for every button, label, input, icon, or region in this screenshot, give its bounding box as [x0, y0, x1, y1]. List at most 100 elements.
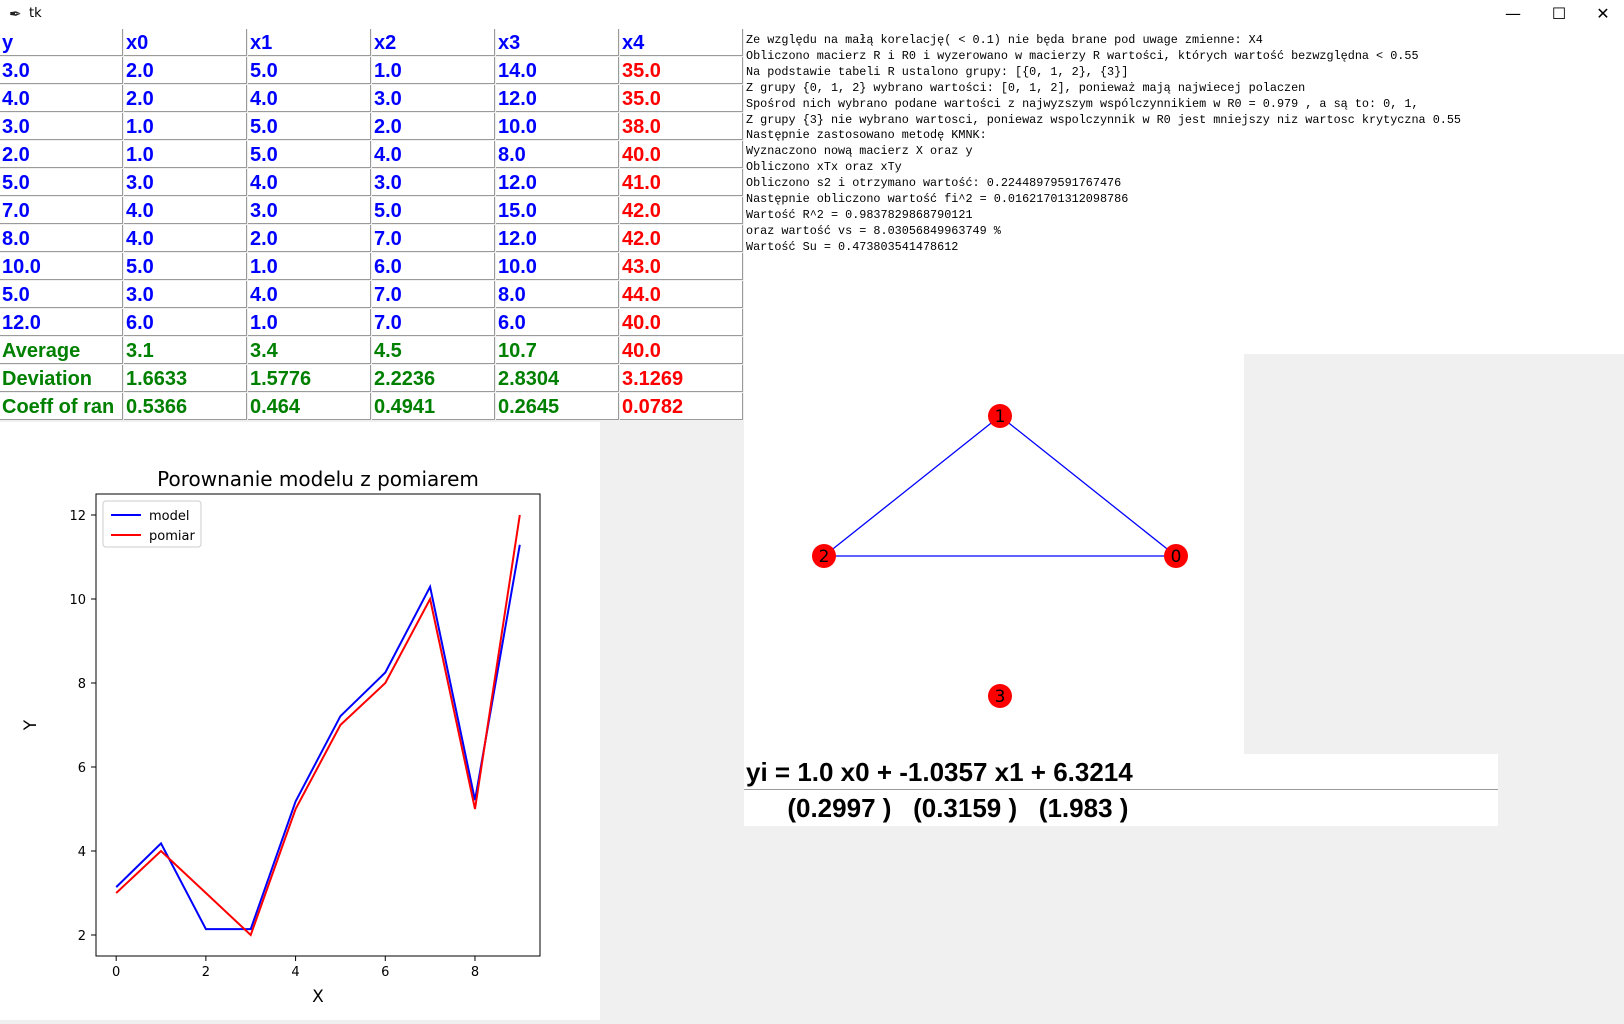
graph-node-label: 2	[819, 547, 830, 567]
table-cell: 35.0	[620, 57, 743, 84]
table-cell: 6.0	[124, 309, 247, 336]
x-tick-label: 2	[202, 965, 210, 980]
table-cell: 5.0	[248, 141, 371, 168]
table-cell: 5.0	[372, 197, 495, 224]
table-cell: 3.0	[372, 85, 495, 112]
plot-frame	[95, 493, 541, 957]
table-cell: Average	[0, 337, 123, 364]
graph-node	[988, 684, 1012, 708]
close-button[interactable]: ✕	[1596, 4, 1610, 23]
table-cell: 2.0	[124, 57, 247, 84]
regression-equation: yi = 1.0 x0 + -1.0357 x1 + 6.3214	[744, 754, 1498, 790]
log-line: Ze względu na małą korelację( < 0.1) nie…	[746, 33, 1263, 47]
log-line: Następnie zastosowano metodę KMNK:	[746, 128, 987, 143]
table-cell: 41.0	[620, 169, 743, 196]
table-cell: 4.0	[124, 197, 247, 224]
graph-edge	[823, 415, 1001, 557]
y-tick-label: 4	[78, 845, 86, 860]
table-cell: 10.0	[496, 113, 619, 140]
column-header: x0	[124, 29, 247, 56]
table-cell: 1.5776	[248, 365, 371, 392]
table-cell: 1.0	[248, 253, 371, 280]
table-cell: 0.2645	[496, 393, 619, 420]
y-tick-label: 12	[69, 509, 86, 524]
column-header: x3	[496, 29, 619, 56]
log-line: Z grupy {3} nie wybrano wartosci, poniew…	[746, 112, 1462, 127]
log-line: Obliczono macierz R i R0 i wyzerowano w …	[746, 48, 1419, 63]
table-cell: 3.1269	[620, 365, 743, 392]
graph-node	[988, 404, 1012, 428]
table-cell: 43.0	[620, 253, 743, 280]
table-cell: 7.0	[0, 197, 123, 224]
legend-label: pomiar	[149, 529, 195, 544]
table-cell: 0.464	[248, 393, 371, 420]
table-cell: 5.0	[0, 281, 123, 308]
table-cell: 14.0	[496, 57, 619, 84]
table-cell: 10.7	[496, 337, 619, 364]
table-cell: 3.0	[372, 169, 495, 196]
table-cell: 4.0	[0, 85, 123, 112]
y-tick-label: 2	[78, 929, 86, 944]
table-cell: 12.0	[496, 225, 619, 252]
table-row: 5.0 3.0 4.0 7.0 8.0 44.0	[0, 281, 744, 309]
graph-node	[1164, 544, 1188, 568]
table-cell: 3.0	[0, 113, 123, 140]
table-cell: 3.0	[248, 197, 371, 224]
table-cell: 0.4941	[372, 393, 495, 420]
column-header: x2	[372, 29, 495, 56]
table-cell: 3.0	[124, 169, 247, 196]
log-line: Spośrod nich wybrano podane wartości z n…	[746, 96, 1419, 111]
table-row: 10.0 5.0 1.0 6.0 10.0 43.0	[0, 253, 744, 281]
x-tick-label: 0	[112, 965, 120, 980]
minimize-button[interactable]: —	[1505, 4, 1521, 23]
table-cell: 7.0	[372, 225, 495, 252]
graph-edge	[999, 415, 1177, 557]
table-cell: 1.0	[372, 57, 495, 84]
table-cell: 4.0	[248, 281, 371, 308]
table-cell: 5.0	[248, 113, 371, 140]
log-line: Obliczono s2 i otrzymano wartość: 0.2244…	[746, 176, 1122, 191]
log-line: Następnie obliczono wartość fi^2 = 0.016…	[746, 192, 1129, 206]
table-cell: 42.0	[620, 225, 743, 252]
graph-node-label: 3	[995, 687, 1006, 707]
table-cell: 40.0	[620, 337, 743, 364]
table-cell: 3.4	[248, 337, 371, 364]
table-cell: 2.2236	[372, 365, 495, 392]
table-cell: 8.0	[0, 225, 123, 252]
table-cell: 1.0	[124, 113, 247, 140]
feather-icon: ✒	[9, 5, 22, 23]
table-cell: 1.0	[248, 309, 371, 336]
chart-panel: Porownanie modelu z pomiarem 0 2 4 6 8 2 4 6 8 10 1…	[0, 422, 600, 1020]
log-line: Na podstawie tabeli R ustalono grupy: [{…	[746, 64, 1129, 79]
table-cell: 6.0	[372, 253, 495, 280]
table-cell: 5.0	[124, 253, 247, 280]
graph-node	[812, 544, 836, 568]
chart-title: Porownanie modelu z pomiarem	[157, 467, 479, 491]
table-cell: 2.0	[372, 113, 495, 140]
window-title: tk	[29, 6, 42, 21]
log-line: Z grupy {0, 1, 2} wybrano wartości: [0, …	[746, 80, 1306, 95]
standard-errors: (0.2997 ) (0.3159 ) (1.983 )	[744, 793, 1129, 823]
log-line: Obliczono xTx oraz xTy	[746, 160, 902, 175]
table-cell: 0.5366	[124, 393, 247, 420]
table-cell: 10.0	[496, 253, 619, 280]
table-cell: 42.0	[620, 197, 743, 224]
table-cell: 8.0	[496, 141, 619, 168]
table-cell: 0.0782	[620, 393, 743, 420]
maximize-button[interactable]: ☐	[1551, 4, 1567, 23]
table-row: 3.0 2.0 5.0 1.0 14.0 35.0	[0, 57, 744, 85]
table-cell: 44.0	[620, 281, 743, 308]
stats-row: Deviation 1.6633 1.5776 2.2236 2.8304 3.1269	[0, 365, 744, 393]
series-line-pomiar	[115, 514, 521, 937]
table-row: 5.0 3.0 4.0 3.0 12.0 41.0	[0, 169, 744, 197]
table-cell: 7.0	[372, 281, 495, 308]
table-cell: 12.0	[496, 85, 619, 112]
column-header: x1	[248, 29, 371, 56]
x-tick-label: 6	[381, 965, 389, 980]
analysis-log: Ze względu na małą korelację( < 0.1) nie…	[744, 29, 1624, 354]
column-header: x4	[620, 29, 743, 56]
table-cell: 3.0	[124, 281, 247, 308]
table-cell: 15.0	[496, 197, 619, 224]
log-line: oraz wartość vs = 8.03056849963749 %	[746, 223, 1001, 238]
stats-row: Coeff of ran 0.5366 0.464 0.4941 0.2645 0.078…	[0, 393, 744, 421]
